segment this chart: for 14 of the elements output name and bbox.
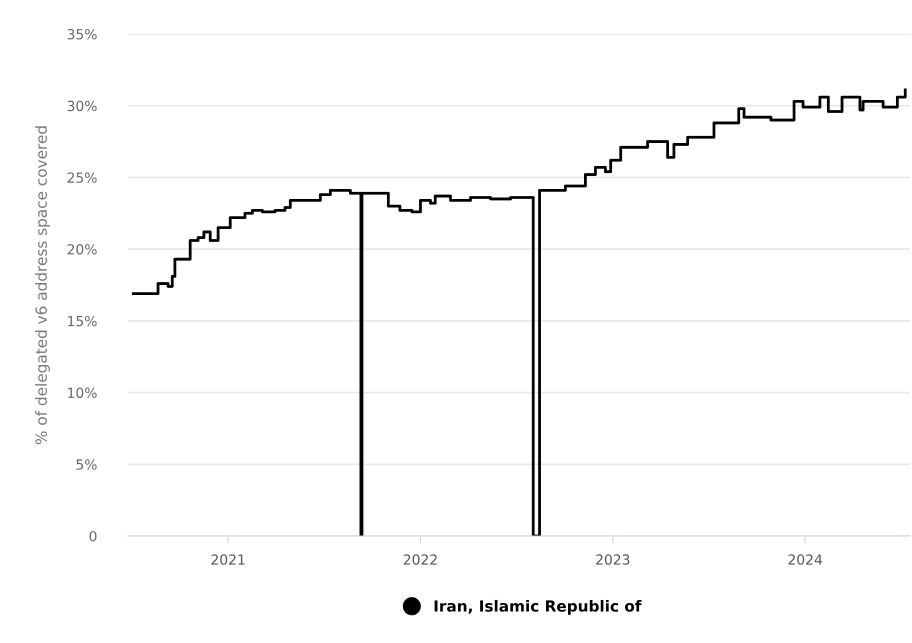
- y-tick-label: 20%: [68, 244, 97, 255]
- y-tick-label: 10%: [68, 388, 97, 398]
- legend-label: Iran, Islamic Republic of: [434, 600, 642, 615]
- y-tick-label: 30%: [68, 100, 97, 112]
- y-tick-label: 5%: [76, 459, 97, 470]
- x-tick-label: 2021: [211, 554, 245, 565]
- y-tick-label: 0: [90, 530, 97, 542]
- y-tick-label: 15%: [68, 316, 97, 326]
- x-tick-label: 2022: [404, 554, 437, 565]
- x-tick-label: 2024: [788, 554, 822, 565]
- x-tick-label: 2023: [596, 554, 630, 565]
- y-tick-label: 35%: [68, 28, 97, 40]
- y-tick-label: 25%: [68, 172, 97, 183]
- y-axis-title: % of delegated v6 address space covered: [35, 126, 50, 444]
